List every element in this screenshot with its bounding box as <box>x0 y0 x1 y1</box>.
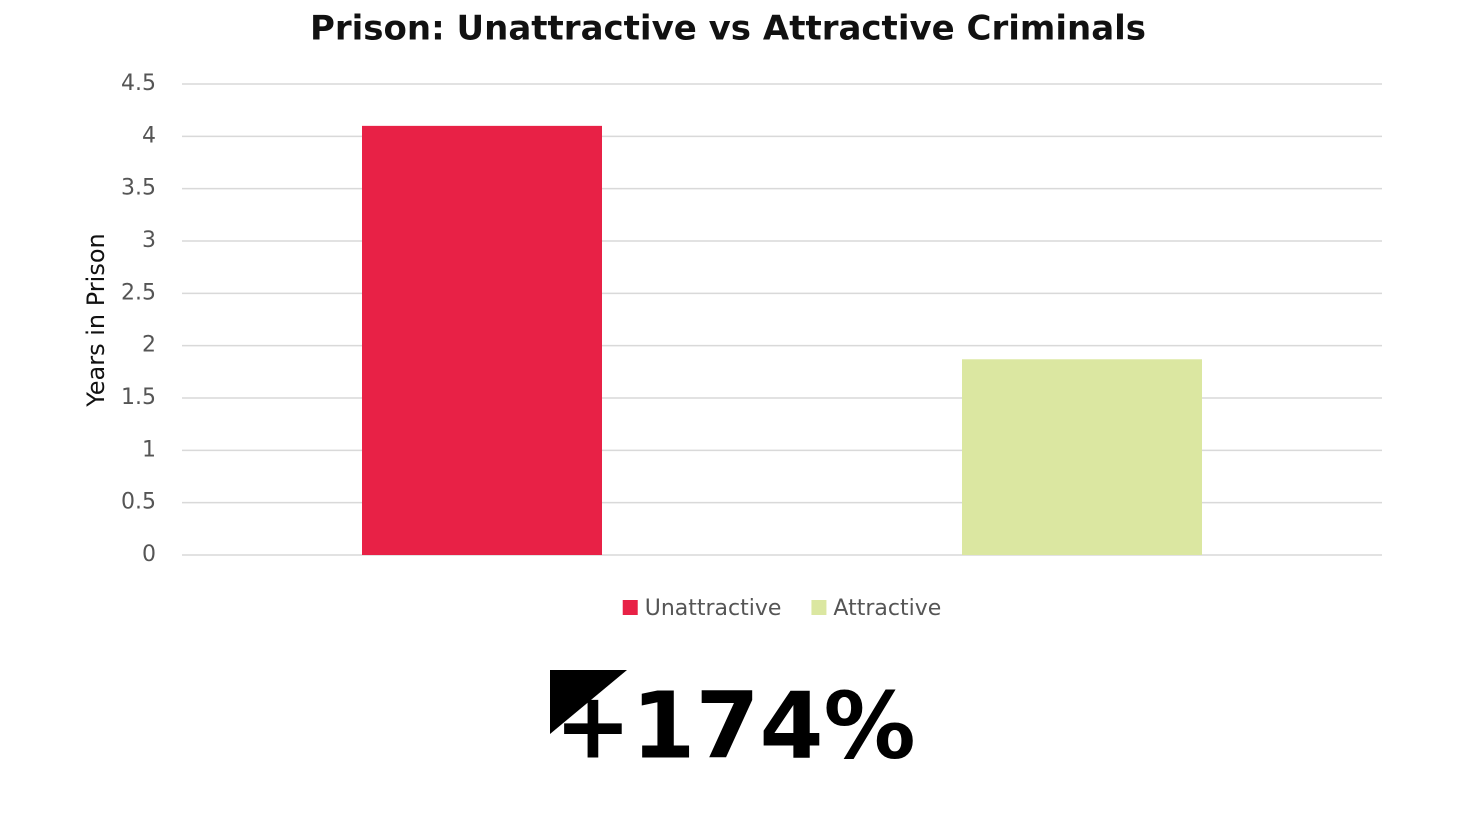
bar <box>962 359 1202 555</box>
legend-swatch <box>622 600 638 615</box>
y-tick-label: 4.5 <box>121 71 156 96</box>
bar <box>362 125 602 555</box>
y-tick-label: 3 <box>142 228 156 253</box>
annotation: +174% <box>554 672 915 779</box>
legend-label: Attractive <box>833 596 941 621</box>
y-tick-label: 1.5 <box>121 385 156 410</box>
legend-label: Unattractive <box>645 596 782 621</box>
y-tick-label: 2.5 <box>121 280 156 305</box>
y-tick-label: 0.5 <box>121 490 156 515</box>
y-tick-label: 0 <box>142 542 156 567</box>
chart-title: Prison: Unattractive vs Attractive Crimi… <box>310 9 1146 49</box>
legend-swatch <box>811 600 827 615</box>
y-tick-label: 3.5 <box>121 176 156 201</box>
y-tick-label: 1 <box>142 437 156 462</box>
annotation-triangle <box>550 670 627 734</box>
y-axis-label: Years in Prison <box>82 233 110 407</box>
y-tick-label: 2 <box>142 333 156 358</box>
y-tick-label: 4 <box>142 123 156 148</box>
